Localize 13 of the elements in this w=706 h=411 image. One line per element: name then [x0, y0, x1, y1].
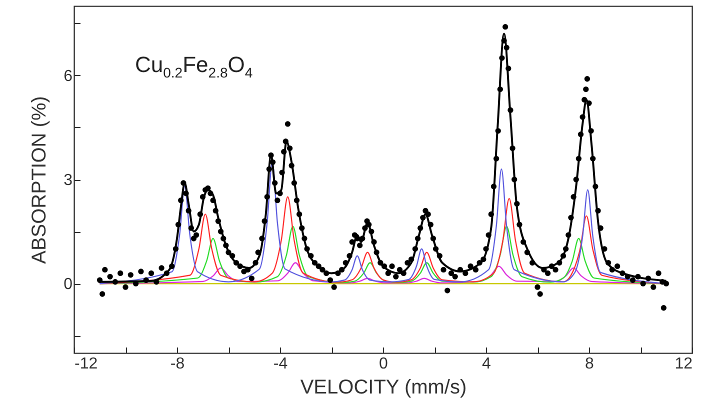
x-tick-label: 8	[585, 356, 594, 372]
y-tick-label: 3	[64, 172, 73, 189]
x-tick-label: 12	[674, 356, 693, 372]
x-tick-label: -12	[74, 356, 98, 372]
x-tick-label: -8	[170, 356, 185, 372]
y-tick-label: 6	[64, 68, 73, 85]
y-axis-title: ABSORPTION (%)	[28, 96, 51, 264]
x-tick-label: 0	[379, 356, 388, 372]
x-tick-label: -4	[273, 356, 288, 372]
x-axis-title: VELOCITY (mm/s)	[300, 376, 467, 398]
annotation: Cu$_{0.2}$Fe$_{2.8}$O$_{4}$	[135, 52, 253, 80]
x-tick-label: 4	[482, 356, 492, 372]
y-tick-label: 0	[64, 276, 73, 294]
